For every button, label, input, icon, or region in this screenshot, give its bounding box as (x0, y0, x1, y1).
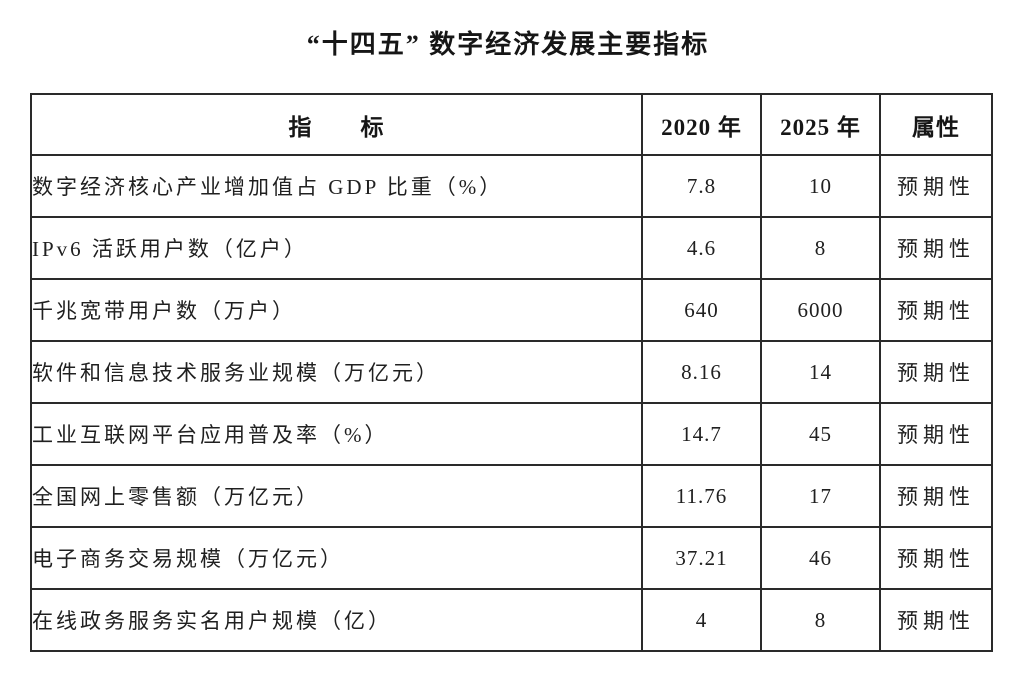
cell-2025: 8 (760, 216, 881, 280)
cell-2020: 37.21 (641, 526, 762, 590)
cell-2020: 640 (641, 278, 762, 342)
cell-attr: 预期性 (879, 216, 993, 280)
header-2020: 2020 年 (641, 93, 762, 156)
table-row: 在线政务服务实名用户规模（亿） 4 8 预期性 (30, 588, 993, 652)
cell-attr: 预期性 (879, 464, 993, 528)
cell-2020: 7.8 (641, 154, 762, 218)
cell-indicator: 全国网上零售额（万亿元） (30, 464, 643, 528)
cell-attr: 预期性 (879, 340, 993, 404)
cell-indicator: 数字经济核心产业增加值占 GDP 比重（%） (30, 154, 643, 218)
table-header-row: 指 标 2020 年 2025 年 属性 (30, 93, 993, 156)
table-row: 软件和信息技术服务业规模（万亿元） 8.16 14 预期性 (30, 340, 993, 404)
cell-2025: 6000 (760, 278, 881, 342)
cell-2025: 45 (760, 402, 881, 466)
indicator-table: 指 标 2020 年 2025 年 属性 数字经济核心产业增加值占 GDP 比重… (30, 93, 993, 652)
cell-indicator: 工业互联网平台应用普及率（%） (30, 402, 643, 466)
table-row: IPv6 活跃用户数（亿户） 4.6 8 预期性 (30, 216, 993, 280)
table-row: 工业互联网平台应用普及率（%） 14.7 45 预期性 (30, 402, 993, 466)
cell-2020: 14.7 (641, 402, 762, 466)
header-attr: 属性 (879, 93, 993, 156)
cell-2025: 46 (760, 526, 881, 590)
cell-indicator: 千兆宽带用户数（万户） (30, 278, 643, 342)
cell-indicator: IPv6 活跃用户数（亿户） (30, 216, 643, 280)
cell-attr: 预期性 (879, 278, 993, 342)
table-row: 千兆宽带用户数（万户） 640 6000 预期性 (30, 278, 993, 342)
header-2025: 2025 年 (760, 93, 881, 156)
cell-2025: 8 (760, 588, 881, 652)
cell-2020: 8.16 (641, 340, 762, 404)
cell-attr: 预期性 (879, 526, 993, 590)
cell-indicator: 软件和信息技术服务业规模（万亿元） (30, 340, 643, 404)
header-indicator: 指 标 (30, 93, 643, 156)
cell-2020: 4 (641, 588, 762, 652)
cell-indicator: 电子商务交易规模（万亿元） (30, 526, 643, 590)
cell-2020: 11.76 (641, 464, 762, 528)
table-row: 全国网上零售额（万亿元） 11.76 17 预期性 (30, 464, 993, 528)
cell-2025: 14 (760, 340, 881, 404)
cell-attr: 预期性 (879, 588, 993, 652)
table-row: 数字经济核心产业增加值占 GDP 比重（%） 7.8 10 预期性 (30, 154, 993, 218)
cell-attr: 预期性 (879, 154, 993, 218)
cell-2020: 4.6 (641, 216, 762, 280)
table-row: 电子商务交易规模（万亿元） 37.21 46 预期性 (30, 526, 993, 590)
cell-2025: 10 (760, 154, 881, 218)
cell-indicator: 在线政务服务实名用户规模（亿） (30, 588, 643, 652)
cell-2025: 17 (760, 464, 881, 528)
page-title: “十四五” 数字经济发展主要指标 (306, 30, 710, 59)
cell-attr: 预期性 (879, 402, 993, 466)
